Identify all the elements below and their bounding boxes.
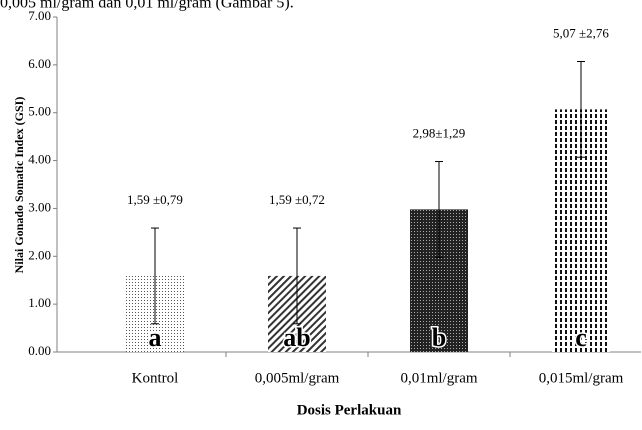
context-text: 0,005 ml/gram dan 0,01 ml/gram (Gambar 5… (0, 0, 294, 12)
value-label: 1,59 ±0,79 (127, 192, 183, 207)
value-label: 2,98±1,29 (413, 126, 466, 141)
x-tick-label: 0,015ml/gram (539, 370, 624, 386)
y-tick-label: 3.00 (28, 199, 51, 214)
y-tick-label: 6.00 (28, 56, 51, 71)
y-tick-label: 1.00 (28, 295, 51, 310)
x-tick-label: 0,01ml/gram (400, 370, 477, 386)
value-label: 1,59 ±0,72 (269, 192, 325, 207)
y-tick-label: 0.00 (28, 343, 51, 358)
bar-annotation: b (432, 323, 446, 352)
x-tick-label: Kontrol (132, 370, 179, 386)
y-tick-label: 2.00 (28, 247, 51, 262)
y-tick-label: 7.00 (28, 8, 51, 23)
y-axis-label: Nilai Gonado Somatic Index (GSI) (12, 97, 26, 274)
bar-annotation: a (149, 323, 162, 352)
bar-annotation: ab (283, 323, 310, 352)
bar-annotation: c (575, 323, 587, 352)
x-axis-label: Dosis Perlakuan (297, 402, 402, 418)
x-tick-label: 0,005ml/gram (255, 370, 340, 386)
value-label: 5,07 ±2,76 (553, 25, 609, 40)
y-tick-label: 4.00 (28, 152, 51, 167)
y-tick-label: 5.00 (28, 104, 51, 119)
